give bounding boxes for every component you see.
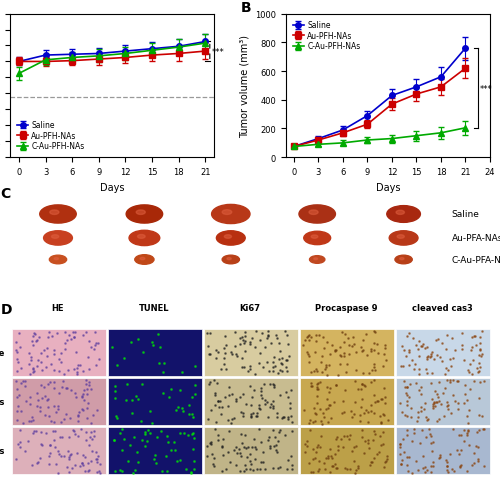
Legend: Saline, Au-PFH-NAs, C-Au-PFH-NAs: Saline, Au-PFH-NAs, C-Au-PFH-NAs (14, 118, 88, 154)
Circle shape (224, 235, 232, 239)
Circle shape (389, 231, 418, 245)
Text: C-Au-PFA-NAs: C-Au-PFA-NAs (452, 256, 500, 264)
Text: C: C (0, 187, 10, 201)
Y-axis label: Tumor volume (mm³): Tumor volume (mm³) (240, 35, 250, 137)
Text: C-Au-PFA-NAs: C-Au-PFA-NAs (0, 446, 5, 455)
Circle shape (304, 232, 330, 245)
Point (410, 86, 418, 93)
Circle shape (40, 206, 76, 224)
Circle shape (299, 206, 336, 224)
Point (462, 0, 469, 3)
Circle shape (309, 211, 318, 215)
Text: Au-PFA-NAs: Au-PFA-NAs (452, 234, 500, 243)
Circle shape (395, 256, 412, 264)
Point (380, 179, 388, 187)
Circle shape (400, 258, 404, 260)
Circle shape (135, 255, 154, 265)
Circle shape (314, 258, 318, 260)
Point (448, 306, 456, 314)
Circle shape (396, 211, 404, 215)
Circle shape (140, 258, 145, 260)
Circle shape (136, 211, 145, 215)
Point (488, 291, 496, 299)
Point (334, 99, 342, 106)
Text: cleaved cas3: cleaved cas3 (412, 303, 472, 312)
Point (486, 0, 494, 2)
Circle shape (311, 235, 318, 239)
Circle shape (126, 206, 162, 224)
X-axis label: Days: Days (100, 182, 124, 192)
Text: HE: HE (52, 303, 64, 312)
Circle shape (222, 210, 232, 215)
Circle shape (216, 231, 245, 245)
Text: Saline: Saline (0, 348, 5, 358)
Text: D: D (0, 302, 12, 317)
Circle shape (44, 231, 72, 245)
Text: TUNEL: TUNEL (139, 303, 170, 312)
Circle shape (52, 235, 59, 239)
Text: B: B (241, 0, 252, 15)
Circle shape (397, 235, 404, 239)
X-axis label: Days: Days (376, 182, 400, 192)
Text: ***: *** (480, 85, 493, 93)
Circle shape (50, 211, 59, 215)
Text: ***: *** (212, 48, 224, 57)
Circle shape (387, 206, 420, 223)
Point (339, 141, 347, 149)
Circle shape (54, 258, 58, 260)
Circle shape (138, 235, 145, 239)
Circle shape (129, 231, 160, 246)
Point (322, 117, 330, 124)
Point (304, 257, 312, 265)
Circle shape (227, 258, 231, 260)
Circle shape (50, 256, 66, 264)
Legend: Saline, Au-PFH-NAs, C-Au-PFH-NAs: Saline, Au-PFH-NAs, C-Au-PFH-NAs (290, 18, 364, 54)
Text: Au-PFA-NAs: Au-PFA-NAs (0, 397, 5, 407)
Circle shape (212, 205, 250, 224)
Text: Procaspase 9: Procaspase 9 (315, 303, 378, 312)
Circle shape (310, 256, 325, 264)
Circle shape (222, 256, 240, 264)
Text: Saline: Saline (452, 210, 479, 219)
Point (459, 15, 467, 22)
Text: Ki67: Ki67 (240, 303, 260, 312)
